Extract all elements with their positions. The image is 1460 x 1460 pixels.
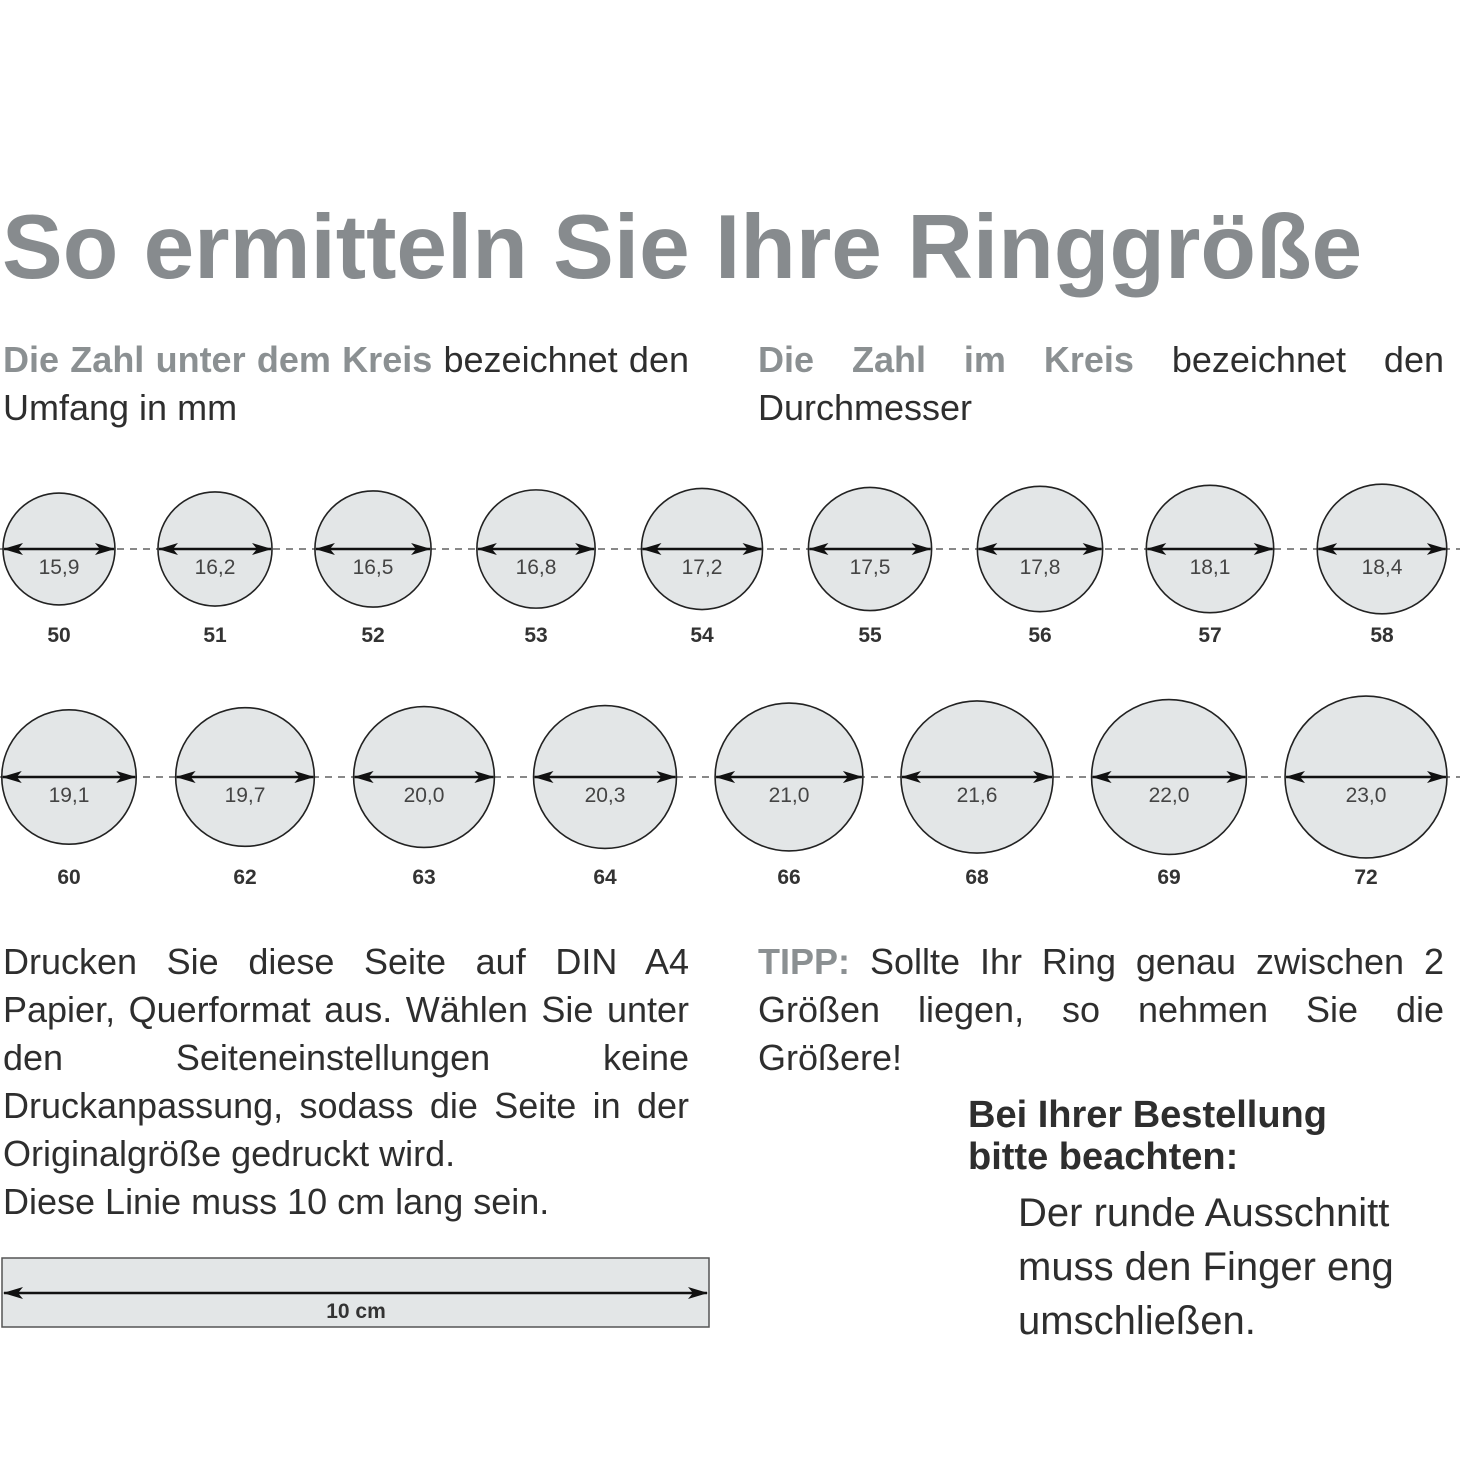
order-body-line2: muss den Finger eng (1018, 1245, 1394, 1289)
ring-size-label: 52 (361, 624, 384, 647)
ring-diameter-label: 16,2 (195, 556, 236, 579)
ring-size-label: 64 (593, 866, 617, 889)
ring-size-label: 58 (1370, 624, 1394, 647)
ring-diameter-label: 18,4 (1362, 556, 1403, 579)
ring-diameter-label: 17,8 (1020, 556, 1061, 579)
order-heading-line1: Bei Ihrer Bestellung (968, 1094, 1327, 1136)
ring-size-label: 66 (777, 866, 800, 889)
ring-60: 19,1 60 (0, 708, 138, 889)
ring-52: 16,5 52 (314, 490, 432, 647)
ring-size-label: 56 (1028, 624, 1051, 647)
intro-diameter-highlight: Die Zahl im Kreis (758, 339, 1134, 380)
ring-size-label: 54 (690, 624, 714, 647)
ring-diameter-label: 17,2 (682, 556, 723, 579)
ring-66: 21,0 66 (714, 702, 864, 889)
ring-50: 15,9 50 (2, 492, 116, 647)
print-instructions: Drucken Sie diese Seite auf DIN A4 Papie… (3, 938, 689, 1226)
intro-diameter: Die Zahl im Kreis bezeichnet den Durchme… (758, 336, 1444, 432)
ring-diameter-label: 17,5 (850, 556, 891, 579)
page-title: So ermitteln Sie Ihre Ringgröße (2, 197, 1363, 298)
print-instructions-text: Drucken Sie diese Seite auf DIN A4 Papie… (3, 941, 689, 1174)
ring-68: 21,6 68 (900, 700, 1054, 889)
ring-72: 23,0 72 (1284, 695, 1448, 889)
ring-63: 20,0 63 (352, 705, 496, 889)
ring-size-label: 51 (203, 624, 227, 647)
ring-size-label: 62 (233, 866, 256, 889)
order-body-line1: Der runde Ausschnitt (1018, 1191, 1390, 1235)
intro-circumference-text: bezeichnet den Umfang in mm (3, 339, 689, 428)
ring-51: 16,2 51 (157, 491, 273, 647)
order-note-heading: Bei Ihrer Bestellung bitte beachten: (968, 1094, 1327, 1178)
ring-size-label: 50 (47, 624, 70, 647)
intro-diameter-text: bezeichnet den Durchmesser (758, 339, 1444, 428)
tip: TIPP: Sollte Ihr Ring genau zwischen 2 G… (758, 938, 1444, 1082)
intro-circumference-highlight: Die Zahl unter dem Kreis (3, 339, 433, 380)
tip-label: TIPP: (758, 941, 851, 982)
ring-size-label: 72 (1354, 866, 1377, 889)
line-note: Diese Linie muss 10 cm lang sein. (3, 1181, 550, 1222)
tip-text: Sollte Ihr Ring genau zwischen 2 Größen … (758, 941, 1444, 1078)
ring-diameter-label: 21,0 (769, 784, 810, 807)
ring-diameter-label: 16,5 (353, 556, 394, 579)
ring-diameter-label: 19,7 (225, 784, 266, 807)
ring-69: 22,0 69 (1090, 698, 1248, 889)
ring-diameter-label: 19,1 (49, 784, 90, 807)
ring-54: 17,2 54 (640, 487, 764, 647)
ring-size-label: 69 (1157, 866, 1180, 889)
ring-57: 18,1 57 (1145, 484, 1275, 647)
ring-62: 19,7 62 (174, 706, 316, 889)
ring-size-label: 55 (858, 624, 882, 647)
ring-55: 17,5 55 (807, 486, 933, 647)
ring-diameter-label: 15,9 (39, 556, 80, 579)
ring-size-label: 68 (965, 866, 989, 889)
ring-58: 18,4 58 (1316, 483, 1448, 647)
order-body-line3: umschließen. (1018, 1299, 1256, 1343)
ring-size-label: 57 (1198, 624, 1221, 647)
ring-64: 20,3 64 (532, 704, 678, 889)
intro-circumference: Die Zahl unter dem Kreis bezeichnet den … (3, 336, 689, 432)
ring-diameter-label: 20,0 (404, 784, 445, 807)
ring-diameter-label: 21,6 (957, 784, 998, 807)
ruler-label: 10 cm (326, 1300, 386, 1323)
ring-53: 16,8 53 (476, 489, 596, 647)
ring-diameter-label: 22,0 (1149, 784, 1190, 807)
ring-size-label: 53 (524, 624, 547, 647)
ring-diameter-label: 18,1 (1190, 556, 1231, 579)
ring-size-label: 60 (57, 866, 80, 889)
order-heading-line2: bitte beachten: (968, 1136, 1239, 1178)
ring-diameter-label: 23,0 (1346, 784, 1387, 807)
ring-56: 17,8 56 (976, 485, 1104, 647)
ring-size-label: 63 (412, 866, 435, 889)
ruler-10cm: 10 cm (1, 1257, 710, 1328)
order-note-body: Der runde Ausschnitt muss den Finger eng u… (1018, 1186, 1394, 1348)
ring-diameter-label: 20,3 (585, 784, 626, 807)
ring-diameter-label: 16,8 (516, 556, 557, 579)
